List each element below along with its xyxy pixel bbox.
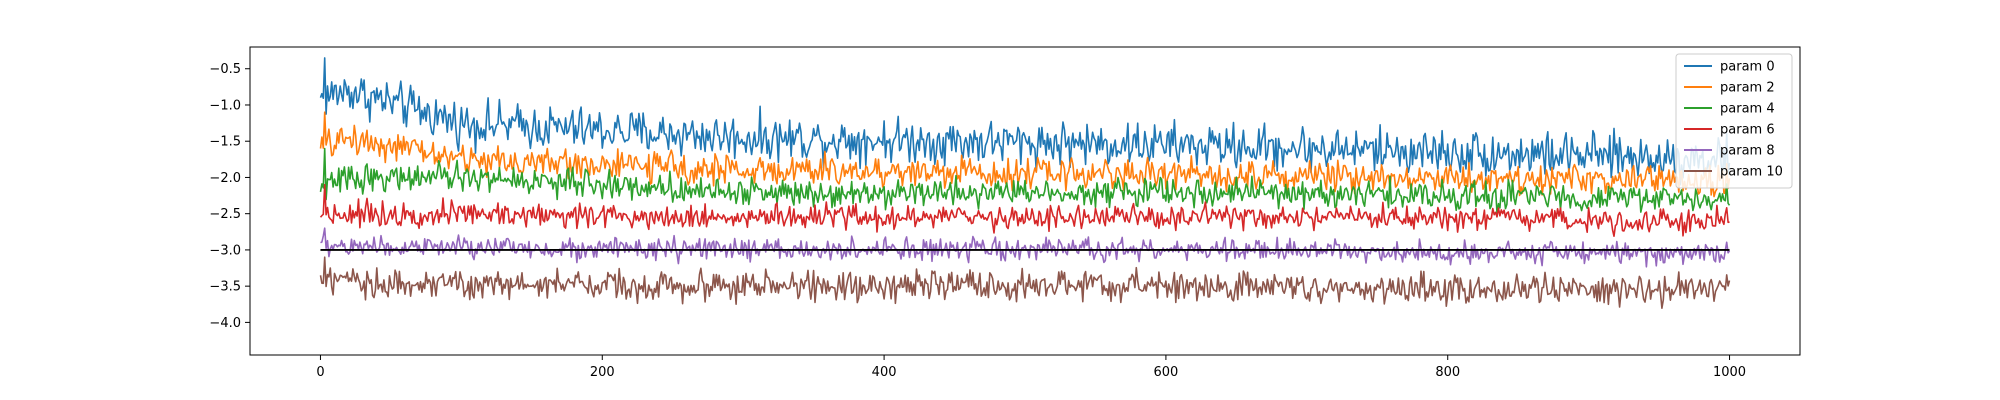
x-tick-label: 1000 (1713, 365, 1746, 380)
plot-frame (249, 46, 1801, 356)
series-line-param-2 (319, 111, 1731, 198)
legend-label: param 4 (1720, 102, 1775, 117)
y-tick-label: −0.5 (209, 62, 241, 77)
legend: param 0 param 2 param 4 param 6 param 8 param… (1675, 53, 1793, 189)
x-tick-label: 400 (872, 365, 897, 380)
y-tick-label: −1.0 (209, 98, 241, 113)
legend-label: param 10 (1720, 165, 1783, 180)
y-tick-label: −3.0 (209, 243, 241, 258)
series-line-param-0 (319, 57, 1731, 186)
x-tick-label: 0 (316, 365, 324, 380)
series-line-param-4 (319, 147, 1731, 214)
x-tick-label: 600 (1153, 365, 1178, 380)
series-line-param-8 (320, 227, 1731, 268)
y-tick-label: −1.5 (209, 135, 241, 150)
y-tick-label: −3.5 (209, 280, 241, 295)
legend-label: param 6 (1720, 123, 1775, 138)
y-tick-label: −2.5 (209, 207, 241, 222)
x-tick-label: 200 (590, 365, 615, 380)
series-layer (319, 57, 1731, 310)
y-tick-label: −2.0 (209, 171, 241, 186)
y-tick-label: −4.0 (209, 316, 241, 331)
legend-label: param 2 (1720, 81, 1775, 96)
series-line-param-6 (319, 183, 1730, 237)
x-axis: 0 200 400 600 800 1000 (316, 355, 1746, 380)
series-line-param-10 (319, 256, 1731, 310)
y-axis: −4.0 −3.5 −3.0 −2.5 −2.0 −1.5 −1.0 −0.5 (209, 62, 250, 331)
x-tick-label: 800 (1435, 365, 1460, 380)
legend-label: param 0 (1720, 60, 1775, 75)
legend-label: param 8 (1720, 144, 1775, 159)
